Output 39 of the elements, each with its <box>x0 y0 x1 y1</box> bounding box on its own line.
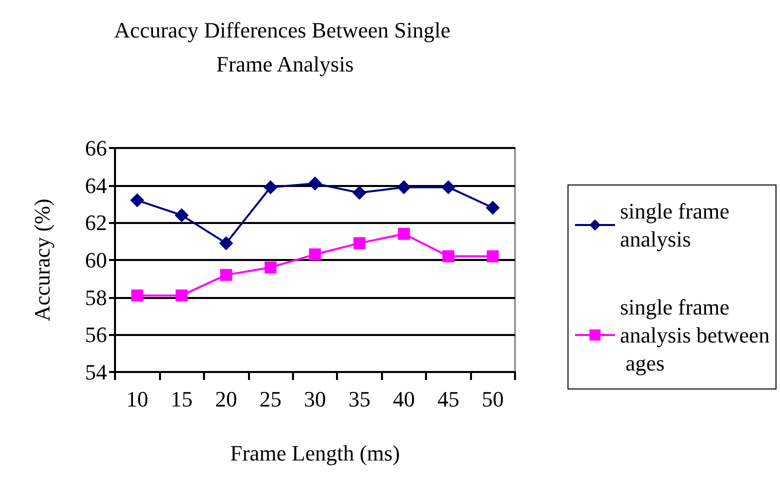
y-tick-label: 54 <box>85 360 107 384</box>
point <box>176 289 188 302</box>
x-tick-label: 10 <box>126 386 148 412</box>
x-tick-label: 40 <box>392 386 415 412</box>
y-tick-label: 64 <box>85 172 107 198</box>
point <box>219 236 234 250</box>
x-tick-label: 35 <box>348 386 370 412</box>
point <box>352 186 366 200</box>
point <box>309 248 321 260</box>
chart-title: Accuracy Differences Between Single Frame Analysis <box>114 18 456 76</box>
point <box>486 250 499 262</box>
point <box>486 200 500 215</box>
x-tick-label: 50 <box>482 386 504 412</box>
point <box>308 176 322 190</box>
point <box>441 180 456 194</box>
point <box>131 289 144 302</box>
point <box>220 268 232 281</box>
x-tick-label: 45 <box>437 386 460 412</box>
y-axis-title: Accuracy (%) <box>30 198 54 322</box>
legend-label: single frame analysis between ages <box>620 294 770 376</box>
point <box>130 193 144 208</box>
y-tick-label: 56 <box>85 322 107 348</box>
point <box>396 180 411 194</box>
legend-label: single frame analysis <box>620 198 735 252</box>
point <box>442 250 454 262</box>
x-tick-label: 15 <box>170 386 193 412</box>
y-tick-label: 66 <box>85 136 107 160</box>
y-tick-label: 60 <box>85 248 107 272</box>
point <box>174 208 189 222</box>
point <box>264 261 277 274</box>
x-tick-label: 30 <box>304 386 326 412</box>
point <box>398 228 410 240</box>
y-tick-label: 58 <box>85 284 107 310</box>
y-tick-label: 62 <box>85 210 107 236</box>
point <box>353 237 366 250</box>
x-tick-label: 20 <box>215 386 238 412</box>
x-axis-title: Frame Length (ms) <box>230 440 400 466</box>
x-tick-label: 25 <box>260 386 282 412</box>
point <box>264 180 278 194</box>
